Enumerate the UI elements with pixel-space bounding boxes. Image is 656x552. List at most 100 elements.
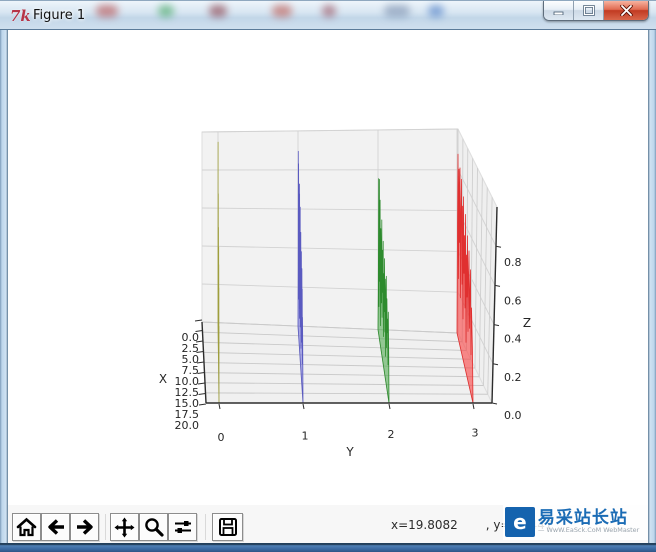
- x-tick: [198, 393, 206, 395]
- x-tick-label: 15.0: [175, 397, 200, 410]
- maximize-icon: [582, 5, 595, 16]
- grid-z-back: [201, 245, 459, 252]
- taskbar-strip: [0, 543, 656, 552]
- aero-blur-blob: [322, 5, 336, 17]
- x-tick-label: 2.5: [182, 342, 200, 355]
- z-tick: [494, 284, 501, 287]
- grid-x-floor: [202, 331, 463, 343]
- x-tick-label: 12.5: [175, 386, 200, 399]
- x-tick-label: 7.5: [182, 364, 200, 377]
- pan-button[interactable]: [110, 513, 139, 541]
- floppy-save-icon: [218, 518, 237, 536]
- x-tick-label: 10.0: [175, 375, 200, 388]
- z-tick: [491, 402, 498, 405]
- toolbar-separator: [105, 514, 106, 540]
- titlebar[interactable]: 7k Figure 1: [0, 0, 656, 30]
- z-tick-label: 0.0: [504, 409, 522, 422]
- window-controls: [543, 1, 649, 21]
- x-tick: [195, 330, 203, 332]
- aero-blur-blob: [96, 5, 118, 17]
- watermark-title: 易采站长站: [537, 508, 628, 528]
- forward-arrow-icon: [76, 519, 93, 535]
- x-tick: [196, 361, 205, 364]
- back-pane: [201, 128, 459, 334]
- x-tick: [196, 351, 204, 353]
- grid-z-back: [201, 128, 459, 133]
- aero-blur-blob: [428, 5, 444, 17]
- grid-x-floor: [203, 351, 471, 360]
- y-axis-label: Y: [345, 445, 354, 459]
- minimize-button[interactable]: [544, 1, 574, 20]
- x-axis-label: X: [159, 372, 167, 386]
- navigation-toolbar: x=19.8082, y=1.0447 e 易采站长站 — WwW.EaSck.…: [8, 504, 648, 543]
- x-tick: [194, 319, 203, 322]
- back-arrow-icon: [47, 519, 64, 535]
- grid-x-floor: [204, 382, 484, 386]
- series-polygon-y=3: [456, 153, 474, 404]
- y-tick: [472, 403, 475, 410]
- save-button[interactable]: [212, 513, 243, 541]
- x-tick: [197, 372, 205, 374]
- z-tick-label: 0.6: [504, 294, 522, 307]
- y-tick: [388, 403, 391, 410]
- aero-blur-blob: [384, 5, 410, 17]
- maximize-button[interactable]: [574, 1, 604, 20]
- x-tick-label: 5.0: [182, 353, 200, 366]
- close-button[interactable]: [604, 1, 648, 20]
- x-tick-label: 17.5: [175, 408, 200, 421]
- z-tick: [495, 245, 502, 248]
- magnifier-icon: [144, 518, 164, 537]
- configure-subplots-button[interactable]: [168, 513, 197, 541]
- grid-x-right: [478, 177, 483, 377]
- grid-z-back: [201, 283, 459, 293]
- minimize-icon: [553, 11, 563, 15]
- z-tick-label: 0.2: [504, 371, 522, 384]
- watermark-subtitle: — WwW.EaSck.CoM WebMaster: [537, 526, 640, 534]
- x-tick-label: 20.0: [175, 419, 200, 432]
- window-frame-left: [0, 30, 8, 543]
- y-tick-label: 2: [388, 428, 395, 441]
- z-tick: [492, 363, 499, 366]
- window-title: Figure 1: [33, 8, 86, 23]
- y-tick: [302, 403, 305, 410]
- grid-x-right: [474, 167, 478, 369]
- x-tick-label: 0.0: [182, 331, 200, 344]
- grid-x-right: [487, 197, 493, 395]
- y-tick: [218, 403, 221, 410]
- grid-x-right: [483, 187, 488, 386]
- back-button[interactable]: [41, 513, 70, 541]
- z-tick-label: 0.8: [504, 256, 522, 269]
- home-icon: [16, 517, 37, 537]
- z-tick: [493, 324, 500, 327]
- series-polygon-y=1: [297, 150, 304, 404]
- z-axis-spine: [491, 206, 498, 404]
- pan-move-icon: [114, 517, 135, 537]
- grid-x-floor: [202, 341, 467, 351]
- grid-z-back: [201, 207, 459, 212]
- series-polygon-y=2: [377, 178, 390, 404]
- close-icon: [619, 5, 633, 16]
- home-button[interactable]: [12, 513, 41, 541]
- toolbar-separator: [205, 514, 206, 540]
- x-tick: [195, 340, 204, 343]
- grid-x-floor: [205, 392, 488, 395]
- aero-blur-blob: [209, 5, 227, 17]
- series-polygon-y=0: [217, 141, 220, 404]
- forward-button[interactable]: [70, 513, 99, 541]
- y-tick-label: 0: [218, 431, 225, 444]
- figure-canvas[interactable]: 0.0 2.5 5.0 7.5 10.0 12.5 15.0 17.5 20.0 X 0 1 2 3 Y 0.…: [8, 30, 648, 505]
- aero-blur-blob: [272, 5, 292, 17]
- zoom-button[interactable]: [139, 513, 168, 541]
- sliders-icon: [174, 521, 191, 533]
- grid-x-floor: [201, 321, 459, 334]
- x-tick: [197, 382, 206, 385]
- grid-x-floor: [203, 362, 476, 369]
- x-tick: [198, 403, 207, 406]
- y-tick-label: 3: [472, 427, 479, 440]
- easck-logo-icon: e: [504, 507, 535, 537]
- watermark: e 易采站长站 — WwW.EaSck.CoM WebMaster: [502, 504, 648, 540]
- y-tick-label: 1: [302, 430, 309, 443]
- z-axis-label: Z: [523, 316, 531, 330]
